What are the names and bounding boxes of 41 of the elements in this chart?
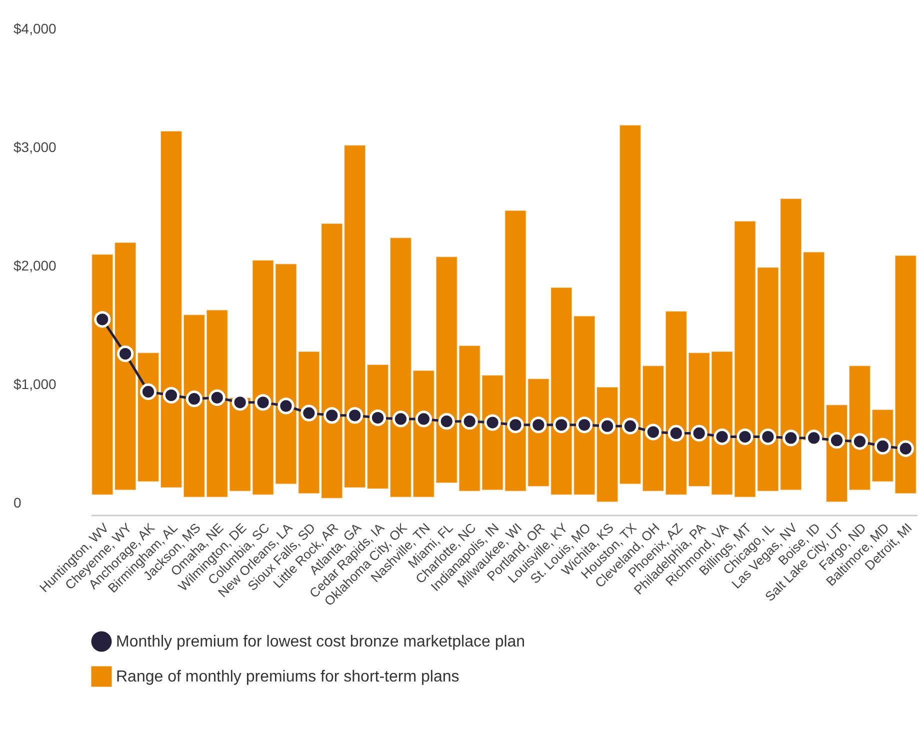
point <box>346 407 364 424</box>
point <box>576 416 593 434</box>
point <box>897 440 914 457</box>
y-tick-label: $1,000 <box>14 376 57 392</box>
y-tick-label: $4,000 <box>14 20 57 36</box>
point <box>254 394 272 411</box>
y-tick-label: $3,000 <box>14 139 57 156</box>
y-tick-label: 0 <box>14 494 22 511</box>
point <box>851 433 868 450</box>
point <box>484 414 501 431</box>
point <box>690 424 708 442</box>
point <box>874 438 892 455</box>
legend-label: Range of monthly premiums for short-term plans <box>116 668 460 686</box>
point <box>760 428 776 446</box>
point <box>392 410 410 428</box>
point <box>140 383 157 400</box>
legend-label: Monthly premium for lowest cost bronze marketplace plan <box>116 634 526 650</box>
point <box>300 404 318 422</box>
point <box>736 428 754 446</box>
point <box>828 432 846 449</box>
point <box>116 345 134 362</box>
point <box>714 428 730 446</box>
point <box>186 390 202 408</box>
y-tick-label: $2,000 <box>14 258 57 274</box>
point <box>622 418 639 434</box>
point <box>278 398 294 414</box>
point <box>415 410 432 428</box>
point <box>598 418 616 434</box>
point <box>369 409 386 426</box>
point <box>553 416 570 434</box>
point <box>782 430 800 446</box>
point <box>507 416 524 434</box>
point <box>668 424 684 442</box>
point <box>438 413 455 430</box>
point <box>208 389 226 406</box>
point <box>644 424 662 440</box>
point <box>162 386 180 404</box>
point <box>94 311 111 328</box>
point <box>530 416 547 434</box>
point <box>461 413 478 430</box>
point <box>324 407 340 424</box>
